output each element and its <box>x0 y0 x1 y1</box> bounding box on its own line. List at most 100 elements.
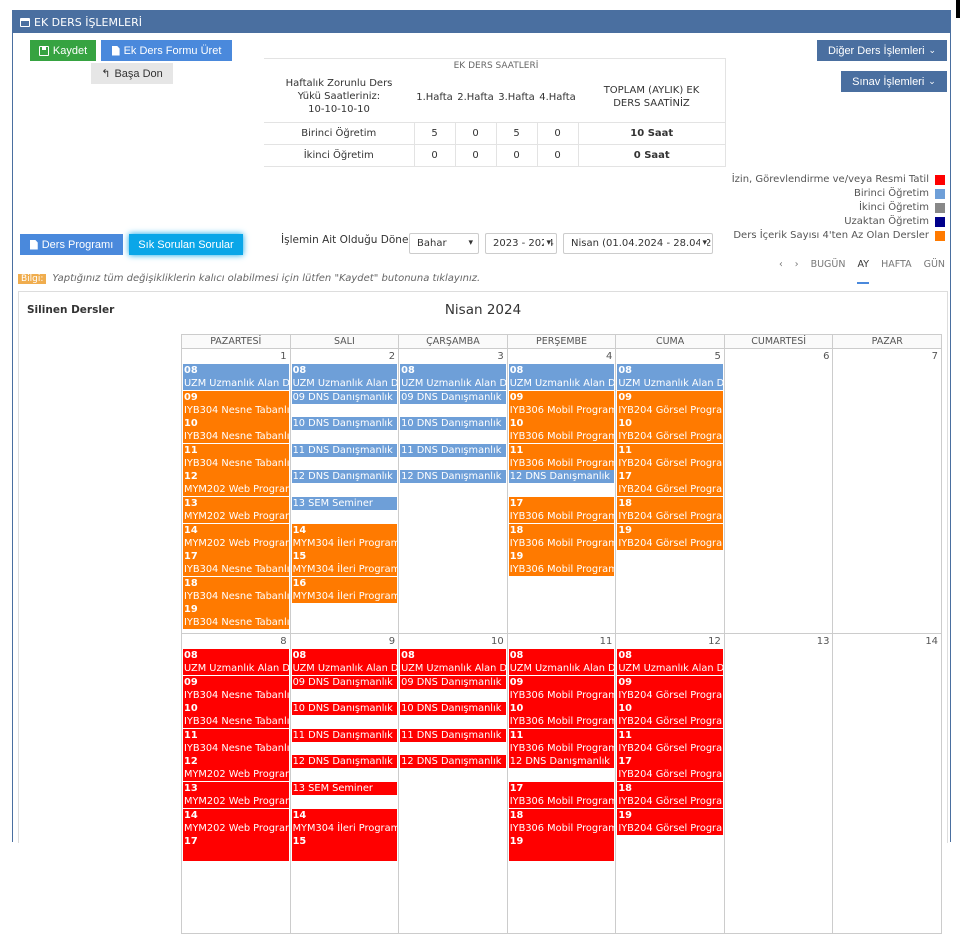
calendar-event[interactable]: 10 DNS Danışmanlık <box>291 702 398 716</box>
faq-button[interactable]: Sık Sorulan Sorular <box>129 234 243 255</box>
calendar-event[interactable]: 12 DNS Danışmanlık <box>291 470 398 484</box>
calendar-day-cell[interactable]: 9 08 UZM Uzmanlık Alan Dersi09 DNS Danışma… <box>291 634 400 933</box>
calendar-event[interactable]: 11 IYB304 Nesne Tabanlı <box>183 728 289 755</box>
calendar-event[interactable]: 18 IYB204 Görsel Programlama <box>617 497 723 523</box>
calendar-event[interactable]: 08 UZM Uzmanlık Alan Dersi <box>291 649 398 675</box>
calendar-event[interactable]: 09 DNS Danışmanlık <box>291 390 398 404</box>
other-lessons-dropdown[interactable]: Diğer Ders İşlemleri ⌄ <box>817 40 947 61</box>
calendar-day-cell[interactable]: 13 <box>725 634 834 933</box>
next-button[interactable]: › <box>794 259 799 270</box>
calendar-event[interactable]: 17 IYB306 Mobil Programlama <box>508 782 615 808</box>
calendar-event[interactable]: 09 DNS Danışmanlık <box>400 675 506 689</box>
calendar-event[interactable]: 12 DNS Danışmanlık <box>508 755 615 769</box>
calendar-day-cell[interactable]: 3 08 UZM Uzmanlık Alan Dersi09 DNS Danışma… <box>399 349 508 633</box>
calendar-event[interactable]: 10 DNS Danışmanlık <box>291 417 398 431</box>
calendar-event[interactable]: 08 UZM Uzmanlık Alan Dersi <box>400 364 506 390</box>
calendar-day-cell[interactable]: 7 <box>833 349 941 633</box>
calendar-event[interactable]: 12 DNS Danışmanlık <box>400 470 506 484</box>
calendar-event[interactable]: 12 DNS Danışmanlık <box>291 755 398 769</box>
lesson-program-button[interactable]: Ders Programı <box>20 234 123 255</box>
calendar-event[interactable]: 12 DNS Danışmanlık <box>508 470 615 484</box>
year-select[interactable]: 2023 - 2024 ▾ <box>485 233 557 254</box>
calendar-event[interactable]: 11 IYB304 Nesne Tabanlı <box>183 443 289 470</box>
calendar-event[interactable]: 08 UZM Uzmanlık Alan Dersi <box>617 364 723 390</box>
calendar-event[interactable]: 19 IYB304 Nesne Tabanlı <box>183 603 289 630</box>
calendar-event[interactable]: 11 DNS Danışmanlık <box>400 443 506 457</box>
calendar-event[interactable]: 13 MYM202 Web Programlama <box>183 497 289 523</box>
calendar-day-cell[interactable]: 14 <box>833 634 941 933</box>
calendar-event[interactable]: 09 IYB304 Nesne Tabanlı <box>183 390 289 417</box>
calendar-event[interactable]: 08 UZM Uzmanlık Alan Dersi <box>291 364 398 390</box>
calendar-event[interactable]: 10 DNS Danışmanlık <box>400 702 506 716</box>
calendar-event[interactable]: 10 IYB304 Nesne Tabanlı <box>183 417 289 444</box>
calendar-event[interactable]: 10 IYB304 Nesne Tabanlı <box>183 702 289 729</box>
calendar-event[interactable]: 08 UZM Uzmanlık Alan Dersi <box>508 364 615 390</box>
prev-button[interactable]: ‹ <box>778 259 783 270</box>
calendar-event[interactable]: 08 UZM Uzmanlık Alan Dersi <box>400 649 506 675</box>
calendar-day-cell[interactable]: 10 08 UZM Uzmanlık Alan Dersi09 DNS Danışm… <box>399 634 508 933</box>
calendar-event[interactable]: 08 UZM Uzmanlık Alan Dersi <box>183 649 289 675</box>
calendar-event[interactable]: 18 IYB204 Görsel Programlama <box>617 782 723 808</box>
calendar-event[interactable]: 11 DNS Danışmanlık <box>291 728 398 742</box>
back-button[interactable]: ↰ Başa Don <box>91 63 173 84</box>
month-view-tab[interactable]: AY <box>857 259 870 284</box>
exam-dropdown[interactable]: Sınav İşlemleri ⌄ <box>841 71 947 92</box>
today-button[interactable]: BUGÜN <box>810 259 846 270</box>
calendar-event[interactable]: 18 IYB304 Nesne Tabanlı <box>183 576 289 603</box>
month-select[interactable]: Nisan (01.04.2024 - 28.04.2024)▾ <box>563 233 713 254</box>
calendar-event[interactable]: 08 UZM Uzmanlık Alan Dersi <box>508 649 615 675</box>
calendar-event[interactable]: 19 <box>508 835 615 862</box>
calendar-day-cell[interactable]: 6 <box>725 349 834 633</box>
calendar-event[interactable]: 17 IYB304 Nesne Tabanlı <box>183 550 289 577</box>
calendar-event[interactable]: 09 DNS Danışmanlık <box>400 390 506 404</box>
calendar-event[interactable]: 17 IYB306 Mobil Programlama <box>508 497 615 523</box>
calendar-event[interactable]: 12 DNS Danışmanlık <box>400 755 506 769</box>
term-select[interactable]: Bahar ▾ <box>409 233 479 254</box>
calendar-event[interactable]: 13 SEM Seminer <box>291 782 398 795</box>
calendar-day-cell[interactable]: 2 08 UZM Uzmanlık Alan Dersi09 DNS Danışma… <box>291 349 400 633</box>
calendar-event[interactable]: 13 MYM202 Web Programlama <box>183 782 289 808</box>
calendar-event[interactable]: 11 DNS Danışmanlık <box>291 443 398 457</box>
calendar-event[interactable]: 09 IYB304 Nesne Tabanlı <box>183 675 289 702</box>
generate-form-button[interactable]: Ek Ders Formu Üret <box>101 40 232 61</box>
day-view-tab[interactable]: GÜN <box>923 259 945 270</box>
calendar-event[interactable]: 08 UZM Uzmanlık Alan Dersi <box>183 364 289 390</box>
calendar-event[interactable]: 15 <box>291 835 398 862</box>
calendar-event[interactable]: 13 SEM Seminer <box>291 497 398 510</box>
save-button[interactable]: Kaydet <box>30 40 96 61</box>
week-view-tab[interactable]: HAFTA <box>881 259 912 270</box>
calendar-event[interactable]: 09 DNS Danışmanlık <box>291 675 398 689</box>
calendar-event[interactable]: 10 DNS Danışmanlık <box>400 417 506 431</box>
calendar-event[interactable]: 11 DNS Danışmanlık <box>400 728 506 742</box>
